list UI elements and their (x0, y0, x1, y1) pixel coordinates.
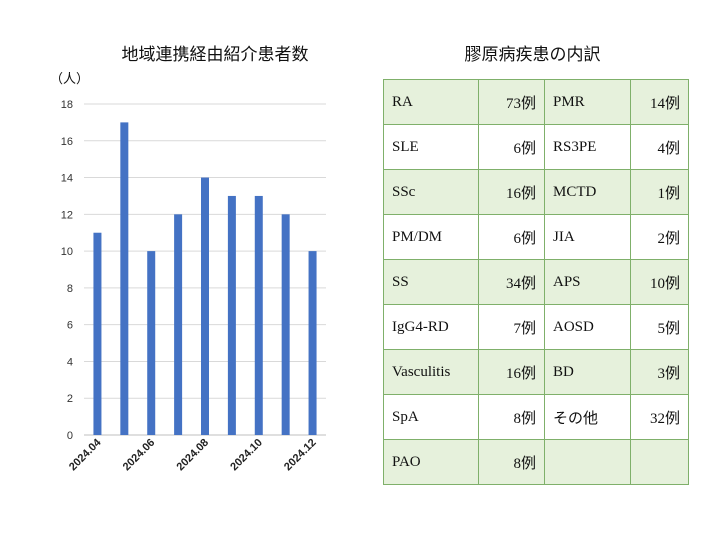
disease-name-cell: APS (544, 259, 631, 305)
x-tick-label: 2024.12 (282, 437, 319, 474)
disease-name-cell: MCTD (544, 169, 631, 215)
disease-name-cell: IgG4-RD (383, 304, 479, 350)
case-count-cell: 4例 (630, 124, 689, 170)
y-tick-label: 14 (61, 173, 73, 185)
table-row: SS 34例 APS 10例 (383, 259, 689, 305)
bar-2024.11 (281, 214, 290, 435)
disease-name-cell: その他 (544, 394, 631, 440)
table-title: 膠原病疾患の内訳 (464, 45, 601, 65)
case-count-cell: 6例 (478, 124, 545, 170)
bar-2024.07 (174, 214, 183, 435)
case-count-cell: 10例 (630, 259, 689, 305)
disease-name-cell: PMR (544, 79, 631, 125)
y-tick-label: 10 (61, 246, 73, 258)
case-count-cell: 16例 (478, 349, 545, 395)
disease-name-cell: Vasculitis (383, 349, 479, 395)
table-row: Vasculitis 16例 BD 3例 (383, 349, 689, 395)
y-tick-label: 16 (61, 136, 73, 148)
bar-2024.04 (93, 232, 102, 435)
y-tick-label: 12 (61, 209, 73, 221)
case-count-cell: 3例 (630, 349, 689, 395)
case-count-cell: 6例 (478, 214, 545, 260)
disease-name-cell: PM/DM (383, 214, 479, 260)
table-row: IgG4-RD 7例 AOSD 5例 (383, 304, 689, 350)
y-tick-label: 18 (61, 99, 73, 111)
case-count-cell: 2例 (630, 214, 689, 260)
table-row: PM/DM 6例 JIA 2例 (383, 214, 689, 260)
case-count-cell: 1例 (630, 169, 689, 215)
chart-title: 地域連携経由紹介患者数 (121, 45, 309, 65)
case-count-cell: 34例 (478, 259, 545, 305)
case-count-cell: 14例 (630, 79, 689, 125)
x-tick-label: 2024.10 (228, 437, 265, 474)
disease-name-cell: RS3PE (544, 124, 631, 170)
case-count-cell: 32例 (630, 394, 689, 440)
table-row: SLE 6例 RS3PE 4例 (383, 124, 689, 170)
case-count-cell: 7例 (478, 304, 545, 350)
y-tick-label: 0 (67, 430, 73, 442)
bar-2024.10 (254, 195, 263, 435)
case-count-cell (630, 439, 689, 485)
x-tick-label: 2024.08 (175, 437, 212, 474)
table-row: SSc 16例 MCTD 1例 (383, 169, 689, 215)
disease-name-cell: RA (383, 79, 479, 125)
x-tick-label: 2024.06 (121, 437, 158, 474)
disease-name-cell: SpA (383, 394, 479, 440)
disease-name-cell: SS (383, 259, 479, 305)
case-count-cell: 8例 (478, 439, 545, 485)
case-count-cell: 5例 (630, 304, 689, 350)
disease-name-cell: BD (544, 349, 631, 395)
bar-2024.06 (147, 251, 156, 435)
y-tick-label: 2 (67, 393, 73, 405)
disease-name-cell: PAO (383, 439, 479, 485)
case-count-cell: 73例 (478, 79, 545, 125)
disease-name-cell: JIA (544, 214, 631, 260)
bar-2024.05 (120, 122, 129, 435)
disease-breakdown-table: RA 73例 PMR 14例 SLE 6例 RS3PE 4例 SSc 16例 MCTD 1例 PM/DM… (383, 79, 689, 485)
y-axis-unit-label: （人） (50, 72, 90, 87)
y-tick-label: 4 (67, 356, 73, 368)
bar-2024.12 (308, 251, 317, 435)
table-row: RA 73例 PMR 14例 (383, 79, 689, 125)
y-tick-label: 8 (67, 283, 73, 295)
table-row: SpA 8例 その他 32例 (383, 394, 689, 440)
disease-name-cell: SSc (383, 169, 479, 215)
disease-name-cell: AOSD (544, 304, 631, 350)
case-count-cell: 16例 (478, 169, 545, 215)
table-row: PAO 8例 (383, 439, 689, 485)
y-tick-label: 6 (67, 320, 73, 332)
disease-name-cell (544, 439, 631, 485)
case-count-cell: 8例 (478, 394, 545, 440)
disease-name-cell: SLE (383, 124, 479, 170)
bar-2024.08 (201, 177, 209, 436)
bar-2024.09 (227, 195, 236, 435)
